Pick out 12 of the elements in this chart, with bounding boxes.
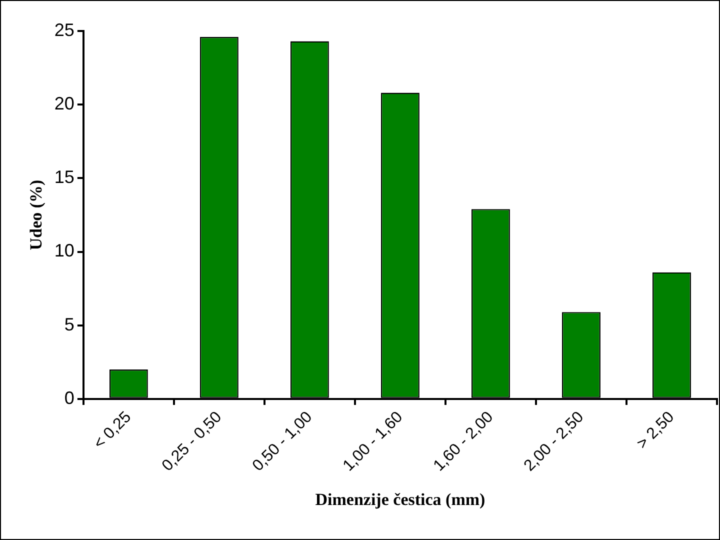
y-tick-label: 20 [54,94,74,114]
y-tick-label: 0 [64,388,74,408]
y-tick-label: 15 [54,167,74,188]
y-tick-label: 25 [54,20,74,40]
x-axis-title: Dimenzije čestica (mm) [315,490,486,510]
y-axis-title: Udeo (%) [26,180,46,250]
y-tick-label: 5 [64,314,74,334]
y-tick-label: 10 [54,240,74,261]
x-tick-label: < 0,25 [90,408,135,452]
x-tick-label: 0,50 - 1,00 [250,408,316,475]
x-tick-label: 0,25 - 0,50 [159,408,226,475]
x-tick-label: 1,00 - 1,60 [340,408,406,475]
